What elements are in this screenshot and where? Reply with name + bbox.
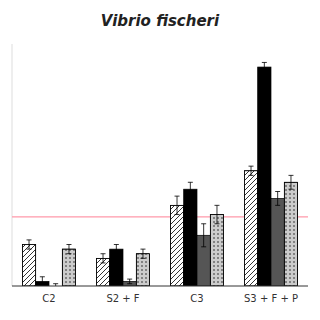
error-stem — [264, 62, 265, 71]
bar — [62, 249, 75, 286]
error-bar — [66, 245, 71, 254]
error-stem — [103, 254, 104, 263]
bar-hatch — [284, 182, 297, 286]
bar-series — [22, 166, 257, 286]
error-cap — [114, 244, 119, 245]
error-bar — [127, 279, 132, 284]
x-tick-label: S2 + F — [106, 293, 139, 304]
error-bar — [175, 196, 180, 214]
error-bar — [114, 245, 119, 254]
error-cap — [201, 246, 206, 247]
chart-container: Vibrio fischeri C2 S2 + F C3 S3 + F + P — [0, 0, 320, 320]
error-cap — [40, 276, 45, 277]
error-bar — [275, 192, 280, 206]
error-cap — [288, 189, 293, 190]
bar-hatch — [22, 245, 35, 286]
error-stem — [68, 245, 69, 254]
error-cap — [66, 244, 71, 245]
error-cap — [175, 196, 180, 197]
x-axis-line — [12, 286, 308, 287]
error-cap — [188, 196, 193, 197]
error-cap — [288, 175, 293, 176]
bar-hatch — [136, 254, 149, 286]
error-cap — [262, 62, 267, 63]
error-stem — [216, 205, 217, 223]
error-bar — [214, 205, 219, 223]
error-cap — [27, 239, 32, 240]
error-stem — [203, 224, 204, 247]
error-stem — [129, 279, 130, 284]
bar-series — [36, 62, 271, 286]
bar-hatch — [62, 249, 75, 286]
error-cap — [201, 223, 206, 224]
error-stem — [177, 196, 178, 214]
error-cap — [214, 223, 219, 224]
error-cap — [214, 205, 219, 206]
error-cap — [175, 214, 180, 215]
bar — [210, 215, 223, 286]
error-stem — [190, 182, 191, 196]
bar — [184, 189, 197, 286]
chart-title: Vibrio fischeri — [101, 12, 220, 30]
error-cap — [101, 253, 106, 254]
error-stem — [29, 240, 30, 249]
x-tick-label: C3 — [190, 293, 203, 304]
bar-series — [62, 175, 297, 286]
x-tick-label: S3 + F + P — [244, 293, 298, 304]
error-bar — [101, 254, 106, 263]
bar — [170, 205, 183, 286]
error-stem — [251, 166, 252, 175]
bar-series — [53, 192, 284, 286]
bar — [136, 254, 149, 286]
bar — [22, 245, 35, 286]
x-tick-label: C2 — [42, 293, 55, 304]
error-bar — [262, 62, 267, 71]
error-stem — [42, 277, 43, 286]
bar-hatch — [210, 215, 223, 286]
error-cap — [127, 283, 132, 284]
error-bar — [27, 240, 32, 249]
error-stem — [277, 192, 278, 206]
error-cap — [127, 279, 132, 280]
bar-hatch — [244, 171, 257, 286]
error-cap — [27, 249, 32, 250]
error-bar — [188, 182, 193, 196]
bar — [284, 182, 297, 286]
chart-svg: Vibrio fischeri C2 S2 + F C3 S3 + F + P — [0, 0, 320, 320]
bar — [258, 67, 271, 286]
error-cap — [53, 283, 58, 284]
error-cap — [275, 205, 280, 206]
bar-hatch — [170, 205, 183, 286]
error-cap — [101, 262, 106, 263]
error-stem — [116, 245, 117, 254]
y-axis-line — [12, 44, 13, 286]
error-bar — [140, 249, 145, 258]
error-bar — [40, 277, 45, 286]
bar — [244, 171, 257, 286]
error-cap — [262, 71, 267, 72]
bar — [110, 249, 123, 286]
error-stem — [142, 249, 143, 258]
bar — [271, 198, 284, 286]
error-bar — [249, 166, 254, 175]
error-cap — [249, 166, 254, 167]
error-cap — [114, 253, 119, 254]
error-cap — [140, 258, 145, 259]
error-cap — [140, 249, 145, 250]
plot-area — [12, 62, 308, 286]
error-bar — [288, 175, 293, 189]
error-cap — [275, 191, 280, 192]
error-bar — [201, 224, 206, 247]
error-cap — [249, 175, 254, 176]
error-stem — [290, 175, 291, 189]
error-cap — [188, 182, 193, 183]
error-cap — [66, 253, 71, 254]
